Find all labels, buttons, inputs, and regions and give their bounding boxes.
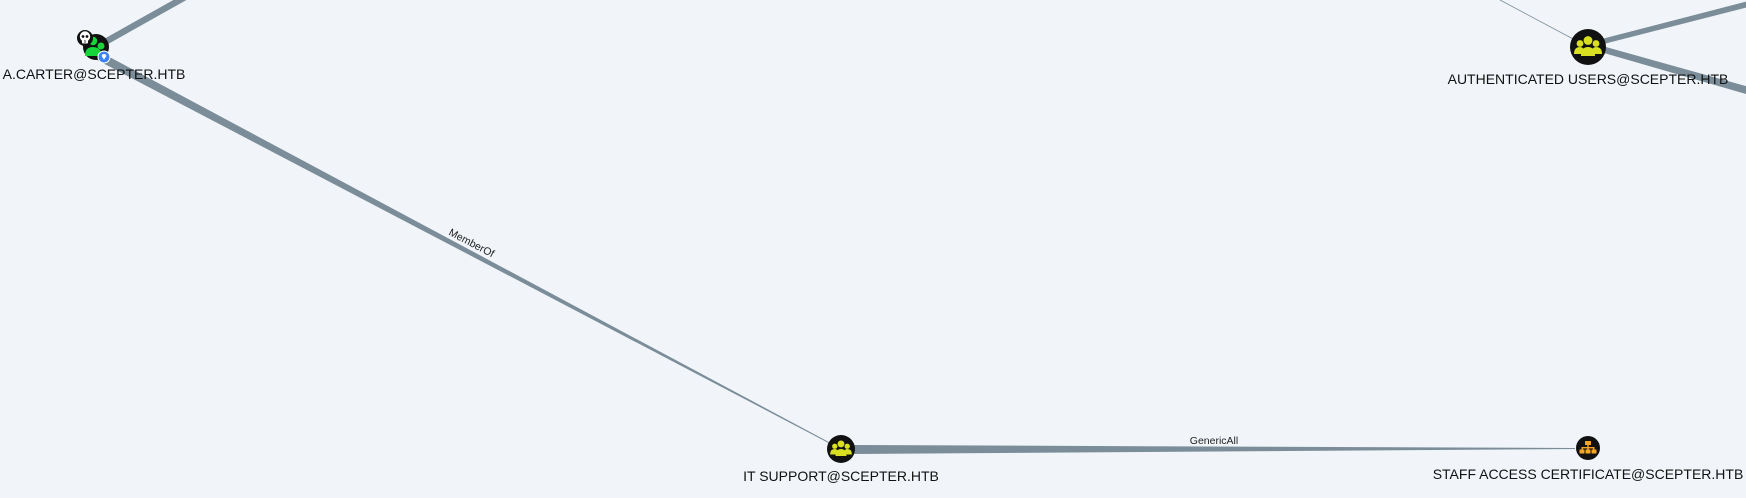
node-staff-access-certificate[interactable]: STAFF ACCESS CERTIFICATE@SCEPTER.HTB: [1433, 436, 1744, 482]
node-label-it-support: IT SUPPORT@SCEPTER.HTB: [743, 468, 939, 484]
edges-layer: [95, 0, 1746, 454]
edge-offscreen-carter: [95, 0, 187, 48]
edge-memberof[interactable]: [97, 53, 840, 449]
node-label-authenticated-users: AUTHENTICATED USERS@SCEPTER.HTB: [1448, 71, 1729, 87]
edge-offscreen-auth-thin: [1499, 0, 1576, 41]
edge-genericall[interactable]: [852, 445, 1575, 454]
diamond-badge-icon: [97, 50, 111, 64]
node-it-support[interactable]: IT SUPPORT@SCEPTER.HTB: [743, 435, 939, 484]
node-label-a-carter: A.CARTER@SCEPTER.HTB: [3, 66, 186, 82]
node-it-support-circle[interactable]: [827, 435, 855, 463]
node-a-carter[interactable]: A.CARTER@SCEPTER.HTB: [3, 30, 186, 82]
group-icon: [1574, 36, 1602, 56]
edge-label-genericall[interactable]: GenericAll: [1190, 435, 1238, 447]
skull-icon: [77, 30, 93, 46]
edge-offscreen-auth-lower: [1588, 42, 1746, 94]
group-icon: [830, 440, 852, 457]
node-authenticated-users[interactable]: AUTHENTICATED USERS@SCEPTER.HTB: [1448, 29, 1729, 87]
edge-offscreen-auth-upper: [1588, 1, 1746, 48]
org-chart-icon: [1579, 441, 1597, 454]
node-label-staff-access-certificate: STAFF ACCESS CERTIFICATE@SCEPTER.HTB: [1433, 466, 1744, 482]
